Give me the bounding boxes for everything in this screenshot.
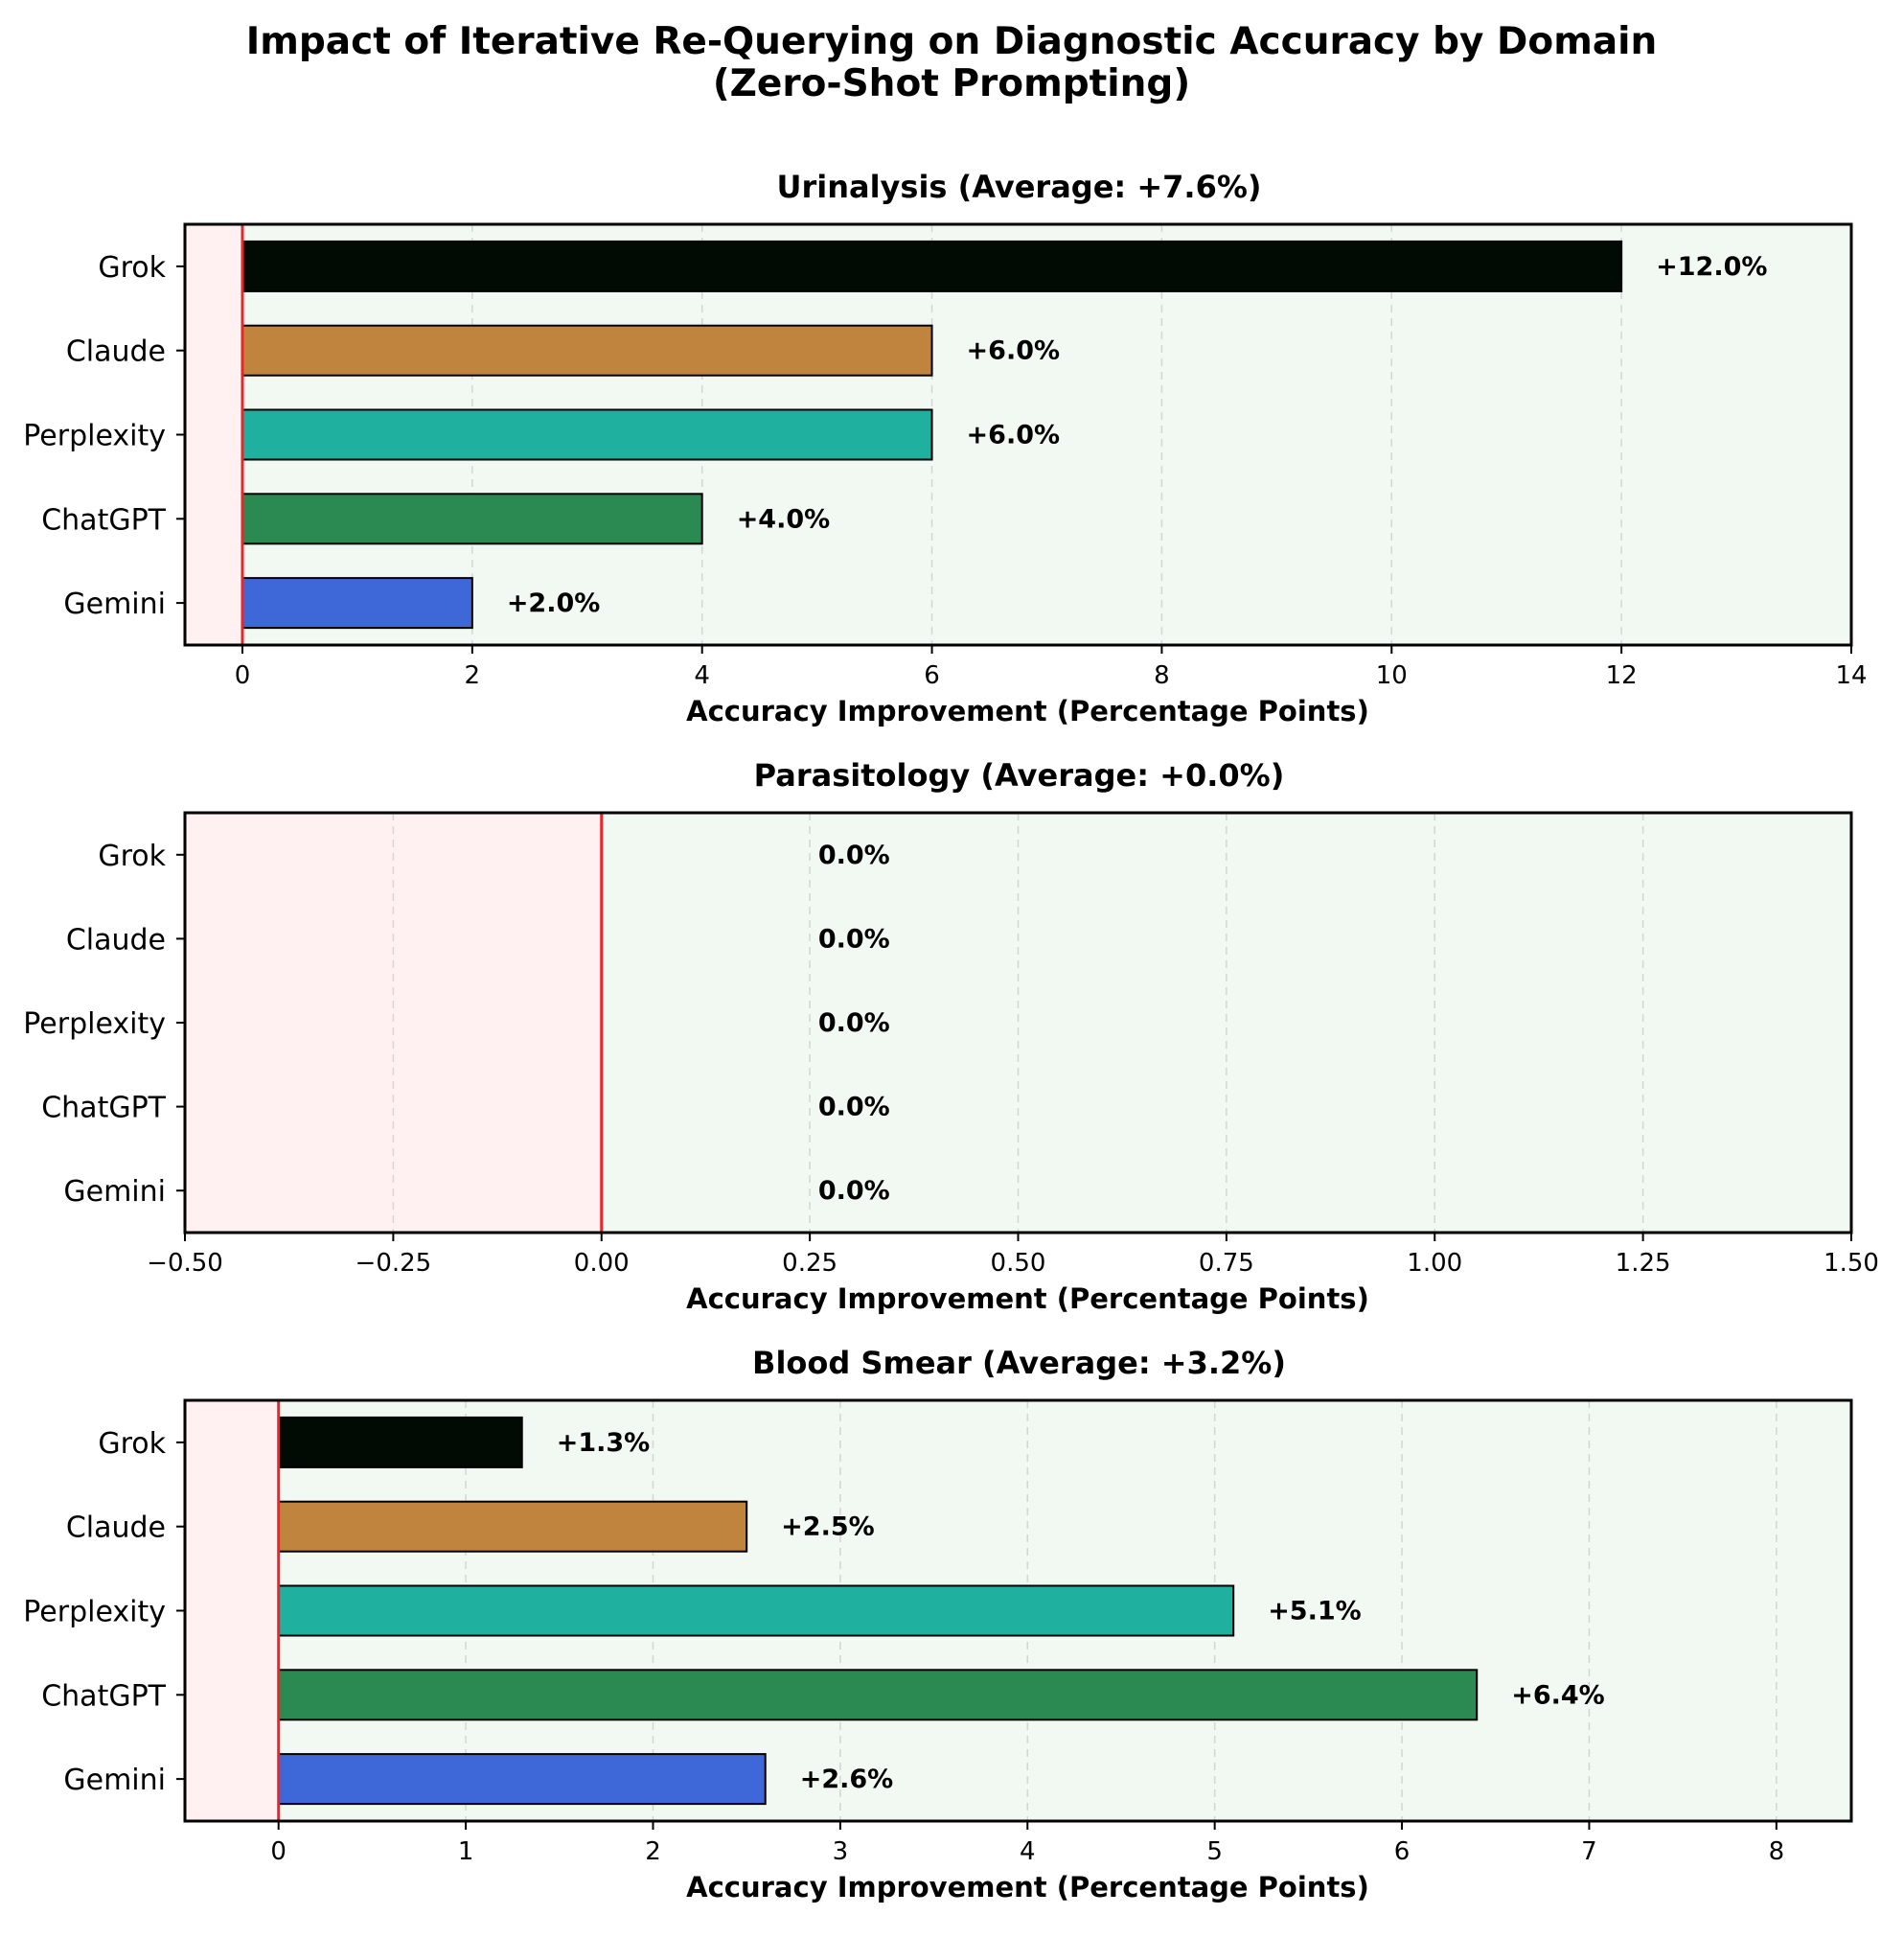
- category-label-chatgpt: ChatGPT: [41, 1679, 166, 1713]
- panel-title: Urinalysis (Average: +7.6%): [776, 169, 1261, 205]
- negative-region: [185, 813, 602, 1233]
- x-tick-label: 3: [833, 1837, 849, 1866]
- x-tick-label: 0.50: [991, 1249, 1046, 1278]
- x-tick-label: 8: [1769, 1837, 1785, 1866]
- value-label-perplexity: +5.1%: [1268, 1597, 1362, 1627]
- x-tick-label: 1.25: [1616, 1249, 1671, 1278]
- x-tick-label: 8: [1154, 661, 1170, 690]
- x-tick-label: −0.50: [147, 1249, 223, 1278]
- x-tick-label: 0: [270, 1837, 287, 1866]
- chart-panel-1: +12.0% Grok +6.0% Claude +6.0% Perplexity +4.0…: [23, 169, 1867, 727]
- value-label-claude: +6.0%: [967, 336, 1061, 366]
- x-tick-label: 0.75: [1199, 1249, 1254, 1278]
- value-label-claude: +2.5%: [781, 1512, 875, 1542]
- value-label-gemini: +2.0%: [507, 588, 601, 618]
- x-tick-label: 6: [1394, 1837, 1411, 1866]
- x-tick-label: 0.00: [574, 1249, 630, 1278]
- category-label-claude: Claude: [66, 335, 166, 369]
- x-axis-label: Accuracy Improvement (Percentage Points): [686, 1282, 1369, 1315]
- x-tick-label: 2: [465, 661, 481, 690]
- category-label-gemini: Gemini: [63, 1175, 166, 1209]
- bar-claude: [241, 324, 933, 377]
- chart-panel-3: +1.3% Grok +2.5% Claude +5.1% Perplexity +6.4%…: [23, 1345, 1853, 1903]
- x-tick-label: 1.50: [1824, 1249, 1879, 1278]
- chart-panel-2: 0.0% Grok 0.0% Claude 0.0% Perplexity 0.0% Chat…: [23, 757, 1879, 1315]
- x-tick-label: 12: [1606, 661, 1638, 690]
- value-label-grok: +12.0%: [1656, 252, 1767, 282]
- bar-chatgpt: [277, 1669, 1479, 1721]
- positive-region: [601, 813, 1851, 1233]
- x-tick-label: 0: [235, 661, 251, 690]
- category-label-perplexity: Perplexity: [23, 420, 166, 453]
- figure-title-line1: Impact of Iterative Re-Querying on Diagn…: [246, 20, 1658, 63]
- x-tick-label: −0.25: [356, 1249, 432, 1278]
- bar-claude: [277, 1500, 748, 1553]
- value-label-gemini: 0.0%: [818, 1176, 890, 1206]
- x-tick-label: 0.25: [782, 1249, 837, 1278]
- x-tick-label: 7: [1581, 1837, 1597, 1866]
- bar-grok: [277, 1416, 523, 1468]
- negative-region: [185, 224, 242, 645]
- category-label-grok: Grok: [98, 840, 166, 873]
- value-label-chatgpt: +6.4%: [1511, 1680, 1605, 1710]
- x-tick-label: 4: [694, 661, 710, 690]
- category-label-gemini: Gemini: [63, 1764, 166, 1797]
- figure-title-line2: (Zero-Shot Prompting): [713, 62, 1190, 105]
- x-tick-label: 1: [458, 1837, 474, 1866]
- category-label-perplexity: Perplexity: [23, 1596, 166, 1629]
- plot-frame: [183, 1398, 1853, 1823]
- bar-gemini: [277, 1753, 767, 1806]
- category-label-claude: Claude: [66, 923, 166, 957]
- category-label-chatgpt: ChatGPT: [41, 503, 166, 537]
- panel-title: Blood Smear (Average: +3.2%): [752, 1345, 1286, 1381]
- bar-gemini: [241, 577, 473, 630]
- category-label-grok: Grok: [98, 1427, 166, 1461]
- category-label-claude: Claude: [66, 1511, 166, 1545]
- category-label-grok: Grok: [98, 251, 166, 285]
- category-label-chatgpt: ChatGPT: [41, 1092, 166, 1125]
- value-label-grok: 0.0%: [818, 841, 890, 870]
- x-tick-label: 6: [924, 661, 940, 690]
- x-tick-label: 10: [1376, 661, 1408, 690]
- plot-frame: [183, 222, 1853, 647]
- category-label-gemini: Gemini: [63, 588, 166, 621]
- bar-grok: [241, 240, 1623, 292]
- x-tick-label: 1.00: [1407, 1249, 1462, 1278]
- bar-chatgpt: [241, 493, 703, 545]
- x-tick-label: 2: [645, 1837, 661, 1866]
- value-label-gemini: +2.6%: [800, 1765, 894, 1794]
- chart-panels: +12.0% Grok +6.0% Claude +6.0% Perplexity +4.0…: [23, 169, 1879, 1903]
- negative-region: [185, 1400, 279, 1821]
- value-label-grok: +1.3%: [557, 1428, 651, 1458]
- x-axis-label: Accuracy Improvement (Percentage Points): [686, 695, 1369, 727]
- value-label-chatgpt: +4.0%: [737, 504, 831, 534]
- value-label-perplexity: +6.0%: [967, 421, 1061, 450]
- x-tick-label: 4: [1020, 1837, 1036, 1866]
- bar-perplexity: [277, 1584, 1235, 1637]
- panel-title: Parasitology (Average: +0.0%): [754, 757, 1285, 794]
- x-tick-label: 5: [1206, 1837, 1223, 1866]
- x-axis-label: Accuracy Improvement (Percentage Points): [686, 1871, 1369, 1903]
- value-label-claude: 0.0%: [818, 924, 890, 954]
- category-label-perplexity: Perplexity: [23, 1007, 166, 1041]
- value-label-chatgpt: 0.0%: [818, 1093, 890, 1122]
- value-label-perplexity: 0.0%: [818, 1008, 890, 1038]
- x-tick-label: 14: [1835, 661, 1867, 690]
- bar-perplexity: [241, 408, 933, 461]
